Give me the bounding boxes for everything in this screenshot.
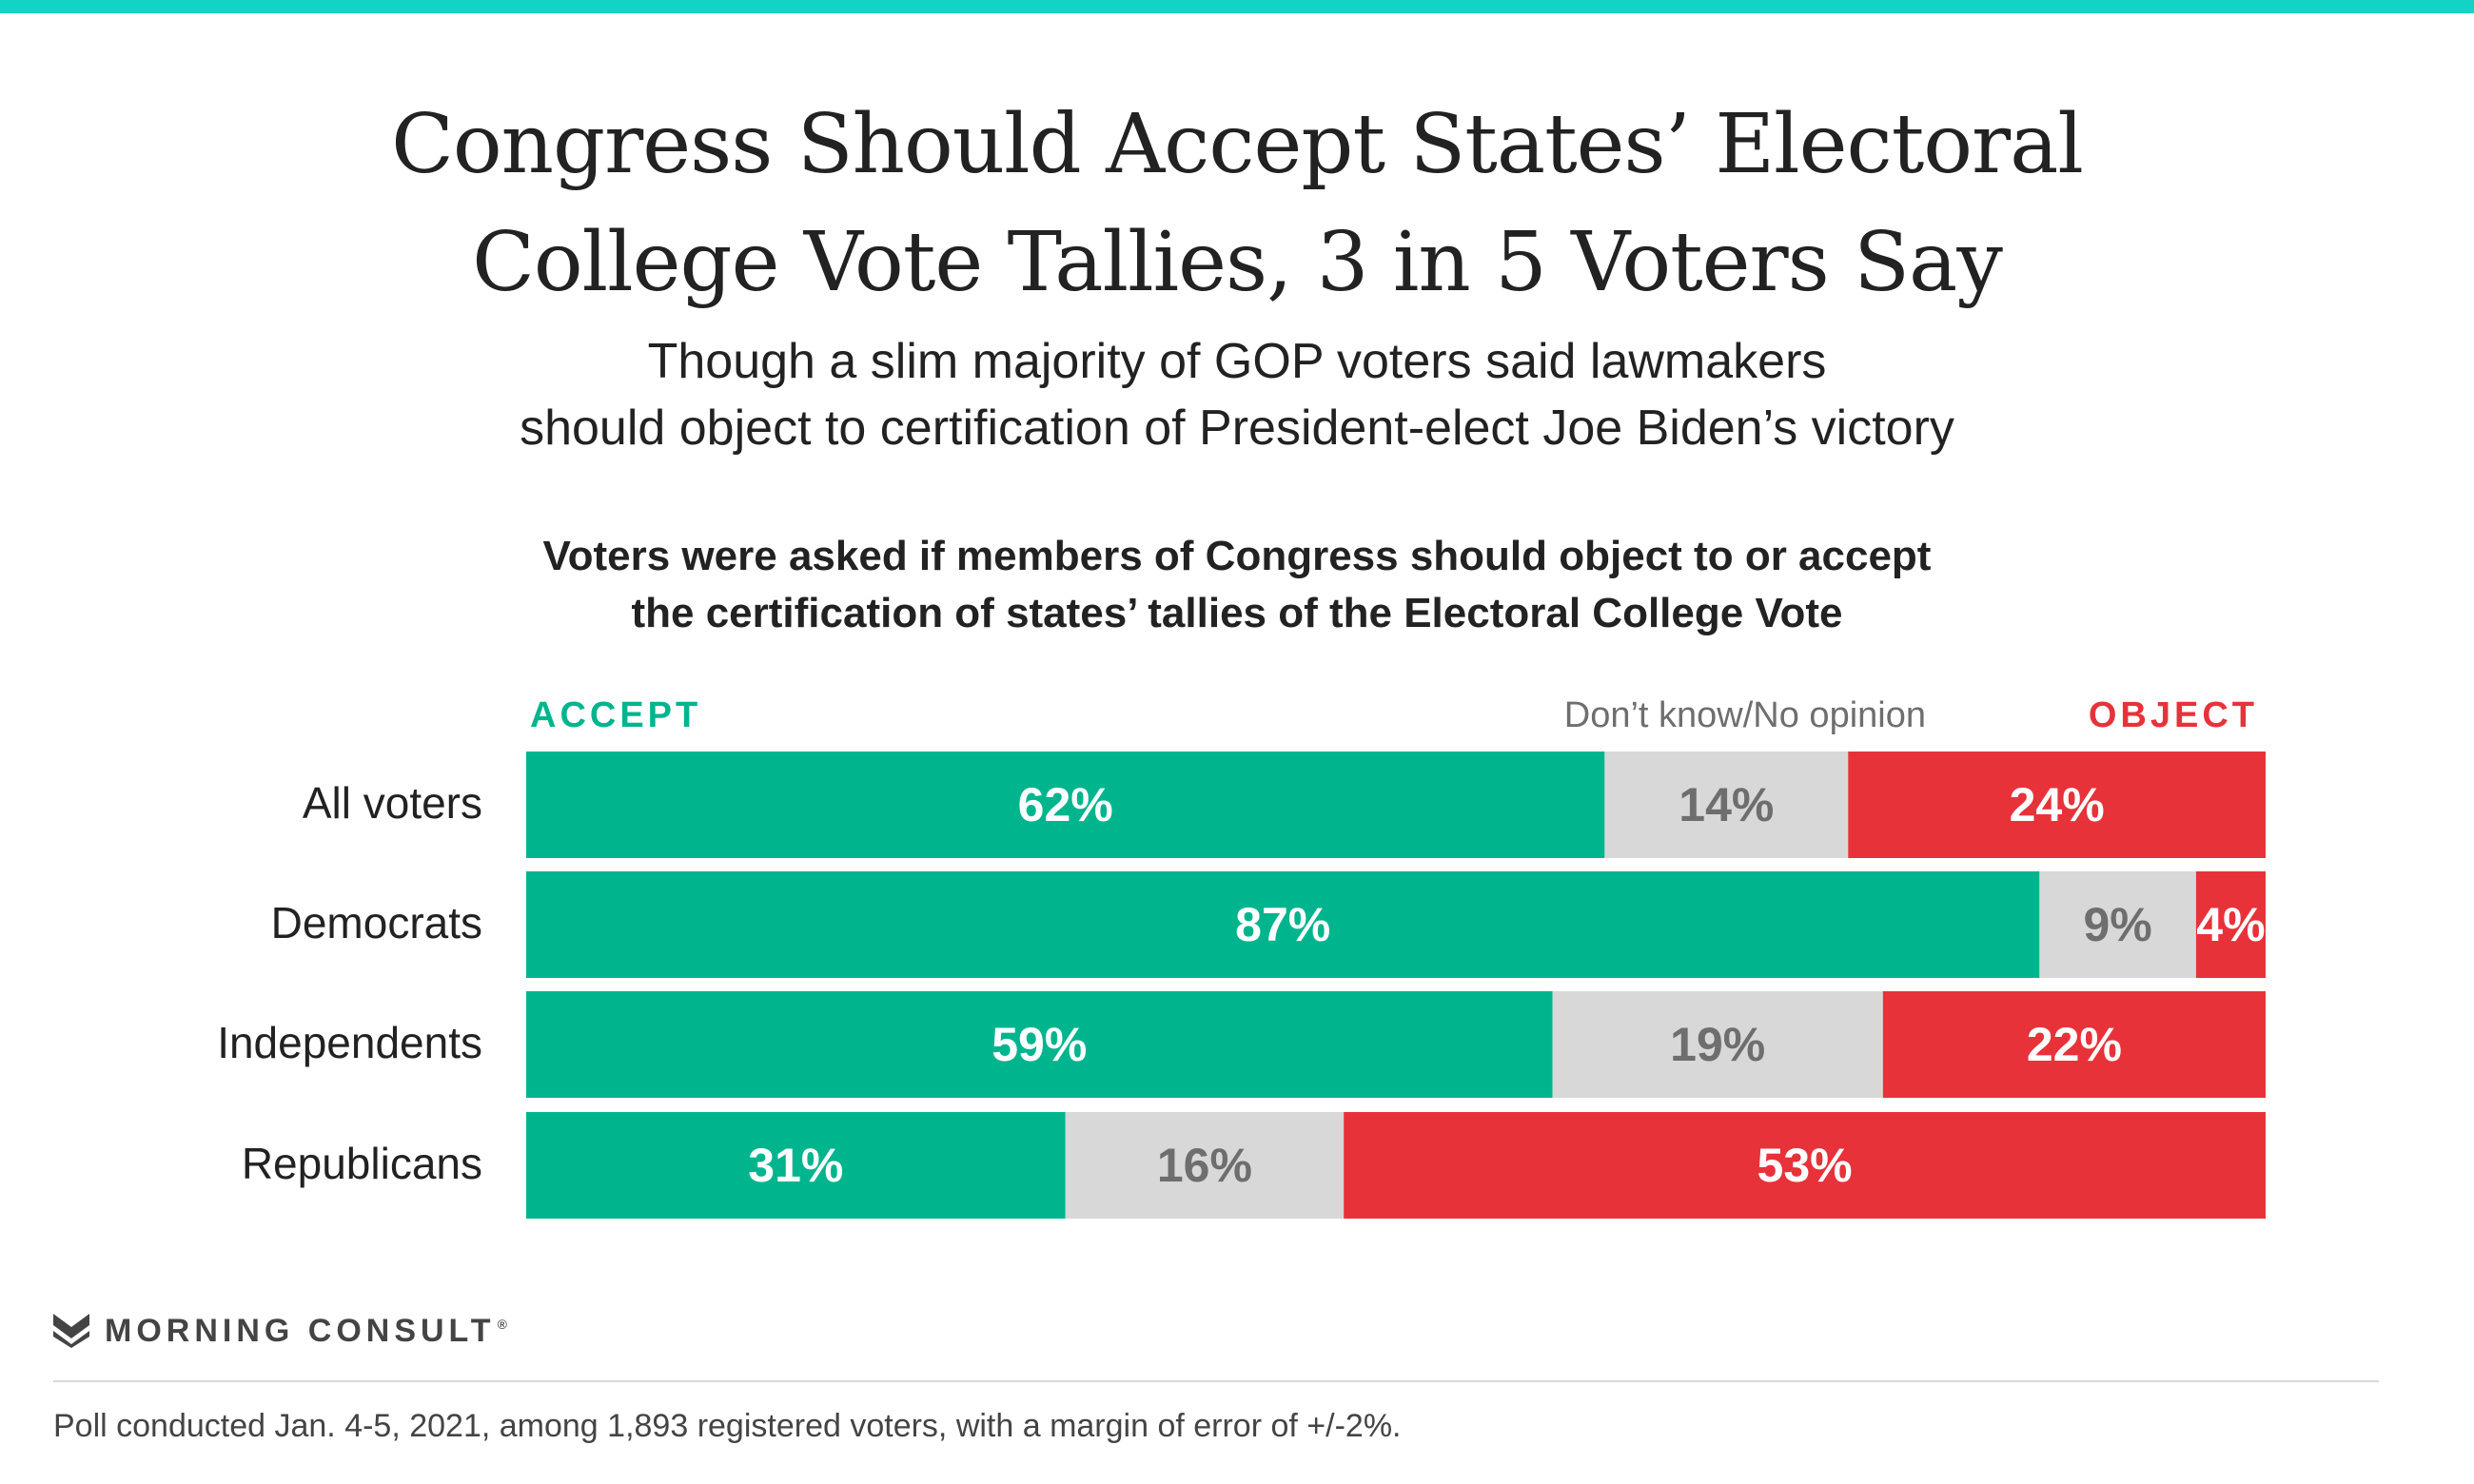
bar-segment-dont-know [2039, 871, 2196, 978]
category-label: Republicans [242, 1139, 482, 1188]
accent-rule [0, 0, 2474, 13]
legend-object: OBJECT [2089, 695, 2258, 735]
data-label: 87% [1235, 898, 1330, 951]
data-label: 31% [748, 1139, 843, 1192]
data-label: 62% [1018, 778, 1113, 831]
brand-name-text: MORNING CONSULT [105, 1312, 496, 1349]
title-line: College Vote Tallies, 3 in 5 Voters Say [472, 215, 2003, 310]
bar-segment-object [1848, 752, 2266, 858]
question-line: Voters were asked if members of Congress… [542, 533, 1932, 579]
registered-mark: ® [497, 1317, 512, 1333]
bar-segment-object [2195, 871, 2266, 978]
category-label: Democrats [271, 898, 482, 947]
bar-area: 62% 14% 24% 87% 9% 4% 59% 19% 22% 31% 16% 53% [526, 752, 2266, 1219]
data-label: 59% [992, 1018, 1087, 1071]
bar-segment-object [1344, 1112, 2266, 1219]
footer-divider [53, 1380, 2379, 1382]
category-labels: All voters Democrats Independents Republica… [217, 778, 482, 1188]
subtitle-line: Though a slim majority of GOP voters sai… [647, 334, 1827, 389]
legend-accept: ACCEPT [530, 695, 701, 735]
bar-segment-accept [526, 871, 2040, 978]
bar-segment-accept [526, 752, 1605, 858]
bar-segment-object [1882, 991, 2266, 1098]
brand-footer: MORNING CONSULT ® [53, 1307, 512, 1355]
bar-segment-accept [526, 1112, 1066, 1219]
stacked-bar-chart: ACCEPT Don’t know/No opinion OBJECT 62% 14%… [217, 695, 2266, 1219]
bar-segment-dont-know [1552, 991, 1883, 1098]
chart-subtitle: Though a slim majority of GOP voters sai… [0, 328, 2474, 461]
bar-segment-accept [526, 991, 1553, 1098]
data-label: 19% [1670, 1018, 1765, 1071]
question-line: the certification of states’ tallies of … [631, 590, 1843, 636]
category-label: All voters [303, 778, 482, 828]
morning-consult-m-logo-icon [53, 1314, 89, 1348]
survey-question: Voters were asked if members of Congress… [0, 528, 2474, 642]
data-label: 22% [2027, 1018, 2122, 1071]
bar-segment-dont-know [1065, 1112, 1345, 1219]
data-label: 9% [2083, 898, 2151, 951]
data-label: 24% [2010, 778, 2105, 831]
subtitle-line: should object to certification of Presid… [520, 400, 1954, 456]
data-label: 4% [2196, 898, 2265, 951]
data-label: 16% [1157, 1139, 1252, 1192]
title-line: Congress Should Accept States’ Electoral [391, 97, 2084, 192]
data-label: 53% [1757, 1139, 1853, 1192]
chart-title: Congress Should Accept States’ Electoral… [0, 86, 2474, 322]
bar-segment-dont-know [1604, 752, 1849, 858]
brand-name: MORNING CONSULT ® [105, 1313, 512, 1350]
legend-dont-know: Don’t know/No opinion [1564, 695, 1926, 735]
category-label: Independents [217, 1018, 482, 1067]
footnote: Poll conducted Jan. 4-5, 2021, among 1,8… [53, 1408, 1402, 1444]
chart-legend: ACCEPT Don’t know/No opinion OBJECT [530, 695, 2258, 735]
data-label: 14% [1679, 778, 1774, 831]
